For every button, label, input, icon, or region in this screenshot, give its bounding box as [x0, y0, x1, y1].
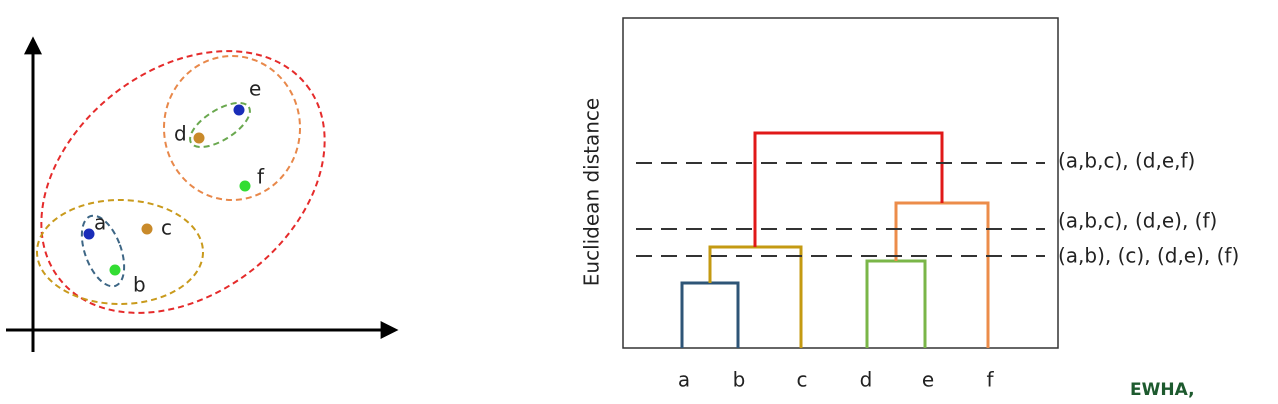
frame: [622, 17, 1059, 349]
cluster-de: [189, 101, 251, 149]
leaf-label: e: [922, 368, 934, 392]
logo: EWHA,: [1130, 380, 1195, 400]
point-label: e: [249, 77, 261, 101]
link-de: [865, 259, 927, 348]
point: [193, 132, 205, 144]
point: [239, 180, 251, 192]
leaf-label: f: [986, 368, 994, 392]
point-label: f: [257, 165, 265, 189]
point: [141, 223, 153, 235]
link-root: [753, 131, 944, 247]
cluster-all: [40, 50, 326, 314]
scatter-panel: a b c d e f: [6, 36, 399, 352]
cluster-abc: [36, 199, 204, 305]
leaf-label: c: [797, 368, 808, 392]
cluster-ab: [80, 214, 126, 288]
leaf-label: a: [678, 368, 690, 392]
point: [83, 228, 95, 240]
point: [109, 264, 121, 276]
cluster-def: [163, 55, 301, 201]
dendrogram-panel: Euclidean distance (a,b,c), (d,e,f) (a,b…: [580, 17, 1239, 392]
link-def: [894, 201, 990, 348]
leaf-label: d: [860, 368, 873, 392]
point-label: a: [94, 211, 106, 235]
link-ab: [680, 281, 740, 348]
link-abc: [708, 245, 803, 348]
y-axis-label: Euclidean distance: [580, 98, 604, 286]
point-label: d: [174, 122, 187, 146]
cut-label: (a,b,c), (d,e,f): [1058, 149, 1195, 173]
cut-label: (a,b,c), (d,e), (f): [1058, 209, 1217, 233]
point-label: c: [161, 216, 172, 240]
point: [233, 104, 245, 116]
point-label: b: [133, 273, 146, 297]
cut-label: (a,b), (c), (d,e), (f): [1058, 244, 1239, 268]
leaf-label: b: [733, 368, 746, 392]
